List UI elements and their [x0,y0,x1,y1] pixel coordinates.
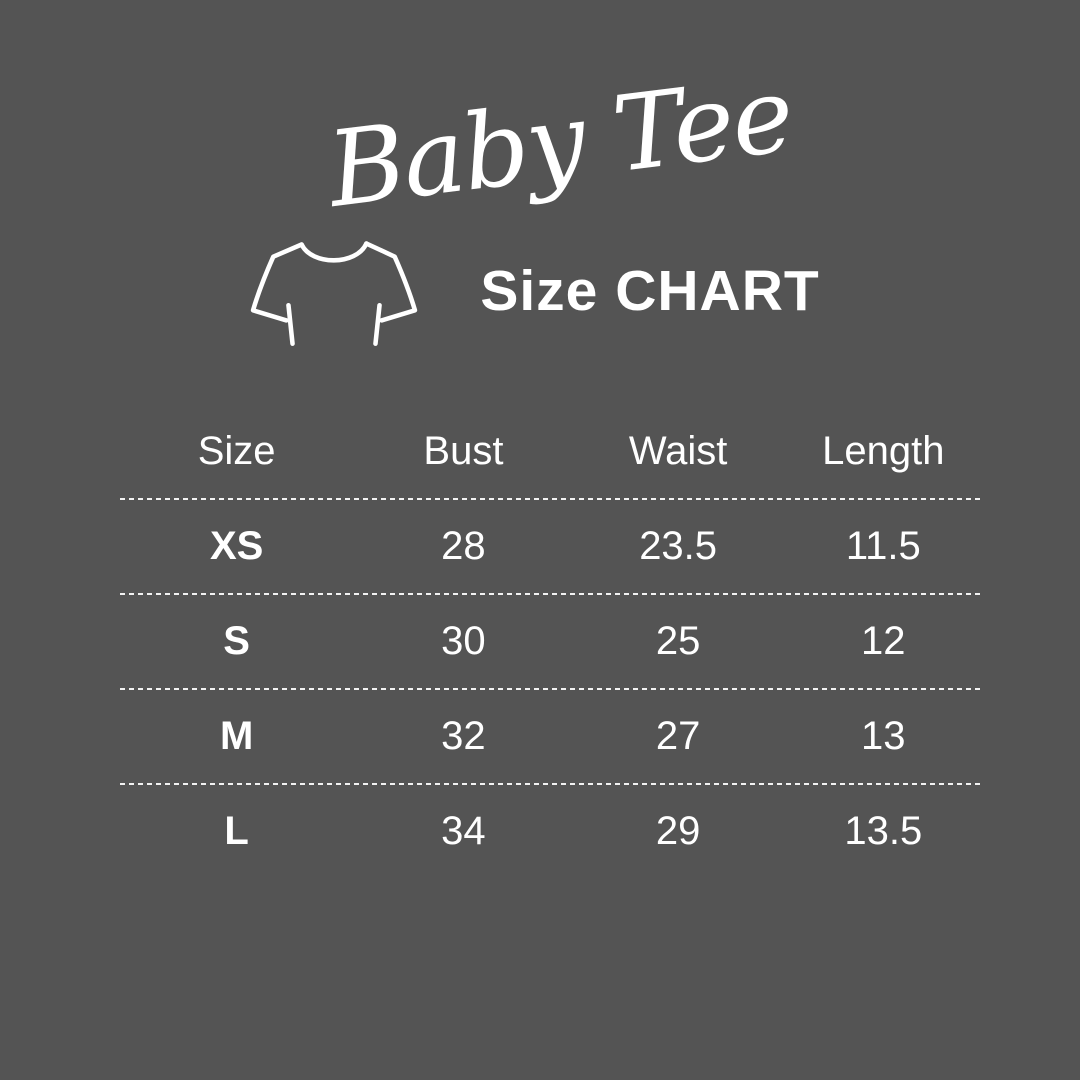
page-title: Size CHART [480,259,820,323]
cell-bust: 32 [441,714,486,758]
table-row: S 30 25 12 [120,593,984,689]
table-body: XS 28 23.5 11.5 S 30 25 12 M 32 27 13 L 34 29 13.5 [120,498,984,879]
product-title: Baby Tee [321,53,799,231]
cell-waist: 29 [655,809,701,853]
size-table: Size Bust Waist Length XS 28 23.5 11.5 S 30 25… [120,404,984,879]
cell-size: M [219,714,254,758]
column-header-waist: Waist [628,429,728,473]
cell-size: S [223,619,250,663]
cell-length: 13.5 [844,809,923,853]
column-header-bust: Bust [423,429,504,473]
cell-size: L [224,809,249,853]
column-header-size: Size [197,429,276,473]
table-row: M 32 27 13 [120,688,984,784]
cell-bust: 28 [441,524,486,568]
cell-length: 12 [861,619,906,663]
cell-waist: 23.5 [639,524,718,568]
cell-size: XS [209,524,264,568]
cell-waist: 25 [655,619,701,663]
column-header-length: Length [822,429,945,473]
cell-length: 11.5 [845,524,921,568]
table-header-row: Size Bust Waist Length [120,404,984,499]
cell-length: 13 [861,714,906,758]
tshirt-icon [248,226,420,346]
cell-bust: 34 [441,809,486,853]
cell-bust: 30 [441,619,486,663]
table-row: XS 28 23.5 11.5 [120,498,984,594]
cell-waist: 27 [655,714,701,758]
table-row: L 34 29 13.5 [120,783,984,879]
